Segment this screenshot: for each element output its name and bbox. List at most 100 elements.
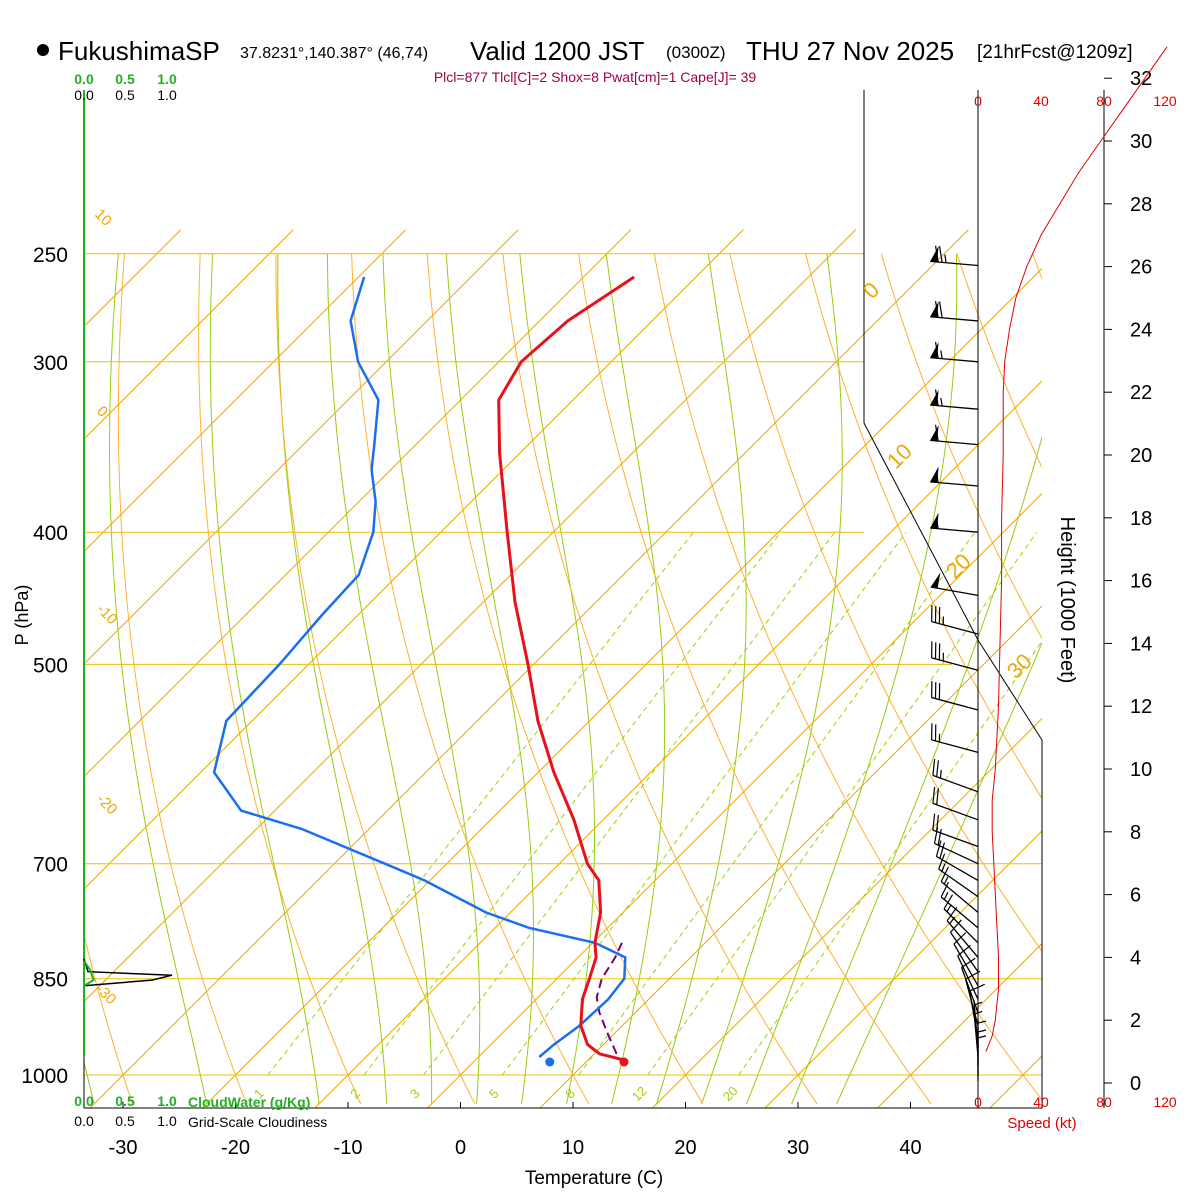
barb-staff xyxy=(940,896,979,929)
barb-full xyxy=(936,760,939,777)
isotherm xyxy=(764,830,1042,1108)
sounding-indices: Plcl=877 Tlcl[C]=2 Shox=8 Pwat[cm]=1 Cap… xyxy=(434,69,757,85)
x-tick-label: 20 xyxy=(674,1137,696,1159)
plot-frame xyxy=(83,90,1043,1109)
wind-barb xyxy=(943,894,979,944)
mixing-ratio-line xyxy=(647,531,1038,1076)
mixing-ratio-line xyxy=(501,531,907,1076)
barb-half xyxy=(936,520,939,529)
barb-staff xyxy=(934,842,979,865)
mixing-ratio-lines: 1 2 3 5 8 12 20 xyxy=(251,531,1042,1104)
speed-tick-label: 0 xyxy=(974,1094,982,1110)
dry-adiabat xyxy=(729,253,1042,953)
barb-pennant xyxy=(930,512,939,529)
station-coords: 37.8231°,140.387° (46,74) xyxy=(240,45,428,62)
isotherm xyxy=(426,492,1042,1108)
isotherm-label: -20 xyxy=(93,791,120,818)
wind-barb xyxy=(930,512,979,533)
height-tick-label: 28 xyxy=(1130,194,1152,216)
cloud-scale-label: 0.5 xyxy=(115,1113,135,1129)
barb-full xyxy=(957,944,971,957)
speed-tick-label: 120 xyxy=(1153,93,1177,109)
barb-staff xyxy=(949,932,979,973)
wind-speed-line xyxy=(985,46,1168,1052)
barb-staff xyxy=(931,696,979,711)
wind-barb xyxy=(977,1018,987,1067)
barb-full xyxy=(953,932,967,945)
isotherm xyxy=(84,229,857,1003)
pressure-tick-label: 850 xyxy=(33,969,68,992)
valid-time: Valid 1200 JST xyxy=(470,36,645,66)
barb-full xyxy=(939,842,946,859)
speed-tick-label: 80 xyxy=(1096,1094,1112,1110)
station-name: FukushimaSP xyxy=(58,36,220,66)
moist-adiabat xyxy=(209,253,320,1104)
wind-speed-panel: 0246810121416182022242628303200404080801… xyxy=(974,46,1177,1110)
speed-tick-label: 0 xyxy=(974,93,982,109)
height-tick-label: 30 xyxy=(1130,131,1152,153)
height-tick-label: 8 xyxy=(1130,822,1141,844)
dry-adiabat xyxy=(0,254,19,1104)
barb-full xyxy=(934,424,939,442)
cloud-water-line xyxy=(83,960,95,987)
sounding-profiles xyxy=(212,275,635,1067)
dewpoint-line xyxy=(212,276,627,1058)
mixing-ratio-line xyxy=(578,531,976,1076)
barb-full xyxy=(932,786,936,804)
moist-adiabat xyxy=(701,253,843,1105)
height-tick-label: 12 xyxy=(1130,696,1152,718)
wind-barb xyxy=(932,786,979,821)
barb-full xyxy=(934,389,939,406)
barb-staff xyxy=(930,527,979,533)
height-axis-title: Height (1000 Feet) xyxy=(1056,517,1078,684)
barb-staff xyxy=(973,1009,979,1058)
barb-staff xyxy=(943,908,979,944)
moist-adiabat xyxy=(326,253,433,1104)
pressure-tick-label: 1000 xyxy=(21,1065,68,1088)
moist-adiabat xyxy=(445,253,534,1104)
moist-adiabat xyxy=(656,253,747,1105)
isotherm xyxy=(201,267,1042,1108)
mixing-ratio-label: 3 xyxy=(407,1086,423,1102)
y-axis-title: P (hPa) xyxy=(12,585,32,646)
x-tick-label: -10 xyxy=(334,1137,363,1159)
cloud-scale-label: 1.0 xyxy=(157,71,177,87)
isotherm-label-right: 0 xyxy=(858,277,884,303)
wind-barb xyxy=(931,641,979,671)
wind-barb xyxy=(930,341,979,363)
cloud-scale-label: 1.0 xyxy=(157,1093,177,1109)
wind-barb xyxy=(940,881,979,929)
forecast-run: [21hrFcst@1209z] xyxy=(977,42,1133,63)
height-tick-label: 24 xyxy=(1130,319,1152,341)
pressure-tick-label: 400 xyxy=(33,522,68,545)
barb-full xyxy=(935,840,942,857)
temperature-line xyxy=(497,275,635,1062)
wind-barb xyxy=(932,758,979,793)
cloudiness-line xyxy=(83,958,173,987)
height-tick-label: 6 xyxy=(1130,885,1141,907)
dry-adiabats xyxy=(0,253,1042,1105)
surface-dewpoint-dot xyxy=(545,1057,555,1067)
isotherm xyxy=(84,229,294,440)
barb-full xyxy=(938,301,943,318)
dry-adiabat xyxy=(426,253,704,1105)
cloud-scale-label: 0.0 xyxy=(74,1113,94,1129)
barb-pennant xyxy=(930,466,939,483)
barb-staff xyxy=(946,920,979,958)
isotherm-label: 10 xyxy=(91,206,115,230)
x-tick-label: -20 xyxy=(221,1137,250,1159)
isotherm xyxy=(84,229,519,665)
mixing-ratio-label: 20 xyxy=(720,1083,741,1104)
barb-full xyxy=(933,827,939,844)
mixing-ratio-line xyxy=(738,640,1042,1076)
barb-full xyxy=(937,828,942,846)
barb-full xyxy=(932,813,936,831)
barb-half xyxy=(939,769,942,779)
wind-barb xyxy=(946,906,979,958)
barb-pennant xyxy=(930,572,941,589)
barb-full xyxy=(934,301,939,318)
wind-barb xyxy=(930,572,979,597)
cloud-scale-label: 1.0 xyxy=(157,1113,177,1129)
